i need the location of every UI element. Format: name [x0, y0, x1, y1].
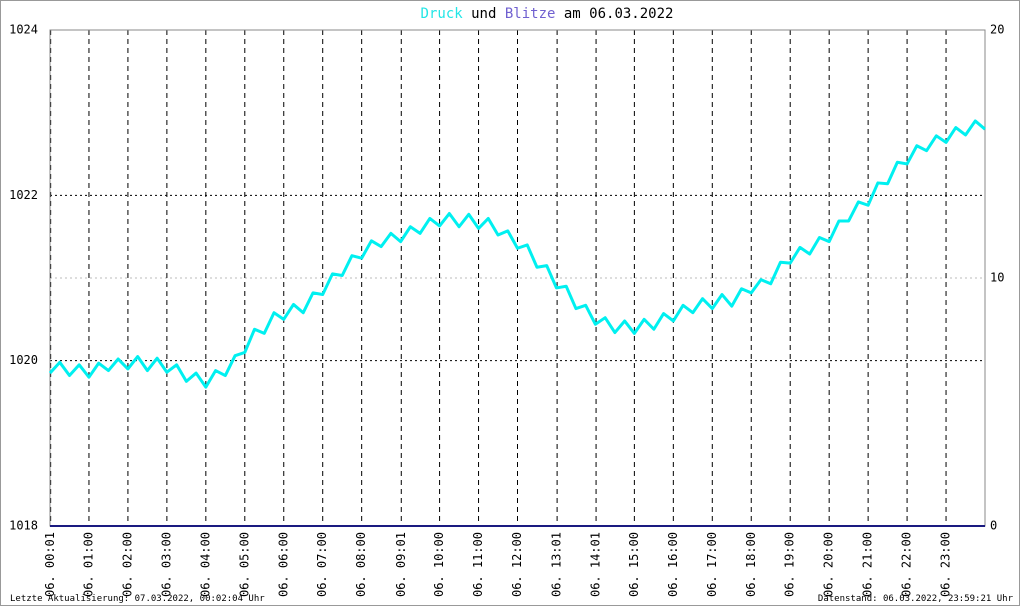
y-tick-label: 1018	[9, 519, 38, 533]
y-tick-label: 1020	[9, 353, 38, 367]
x-tick-label: 06. 20:00	[822, 532, 836, 597]
x-tick-label: 06. 00:01	[43, 532, 57, 597]
x-tick-label: 06. 05:00	[237, 532, 251, 597]
x-tick-label: 06. 06:00	[276, 532, 290, 597]
y2-tick-label: 10	[990, 271, 1004, 285]
series-line	[48, 119, 986, 389]
x-tick-label: 06. 15:00	[627, 532, 641, 597]
x-tick-label: 06. 16:00	[666, 532, 680, 597]
title-part: am 06.03.2022	[564, 6, 674, 22]
x-tick-label: 06. 23:00	[939, 532, 953, 597]
x-tick-label: 06. 10:00	[432, 532, 446, 597]
x-tick-label: 06. 03:00	[159, 532, 173, 597]
x-tick-label: 06. 02:00	[120, 532, 134, 597]
x-tick-label: 06. 08:00	[354, 532, 368, 597]
title-part: Druck	[421, 6, 464, 22]
x-tick-label: 06. 07:00	[315, 532, 329, 597]
x-tick-label: 06. 21:00	[861, 532, 875, 597]
x-tick-label: 06. 13:01	[550, 532, 564, 597]
title-part: und	[471, 6, 496, 22]
title-part: Blitze	[505, 6, 556, 22]
y2-tick-label: 20	[990, 23, 1004, 37]
x-tick-label: 06. 09:01	[394, 532, 408, 597]
x-tick-label: 06. 19:00	[783, 532, 797, 597]
x-tick-label: 06. 04:00	[198, 532, 212, 597]
x-tick-label: 06. 14:01	[589, 532, 603, 597]
footer-left: Letzte Aktualisierung: 07.03.2022, 00:02…	[10, 594, 265, 604]
x-tick-label: 06. 17:00	[705, 532, 719, 597]
chart-title: Druck und Blitze am 06.03.2022	[421, 6, 674, 22]
y-tick-label: 1022	[9, 188, 38, 202]
x-tick-label: 06. 12:00	[510, 532, 524, 597]
y2-tick-label: 0	[990, 519, 997, 533]
y-tick-label: 1024	[9, 23, 38, 37]
footer-right: Datenstand: 06.03.2022, 23:59:21 Uhr	[818, 594, 1014, 604]
x-tick-label: 06. 11:00	[471, 532, 485, 597]
x-tick-label: 06. 18:00	[744, 532, 758, 597]
x-tick-label: 06. 22:00	[900, 532, 914, 597]
x-tick-label: 06. 01:00	[81, 532, 95, 597]
